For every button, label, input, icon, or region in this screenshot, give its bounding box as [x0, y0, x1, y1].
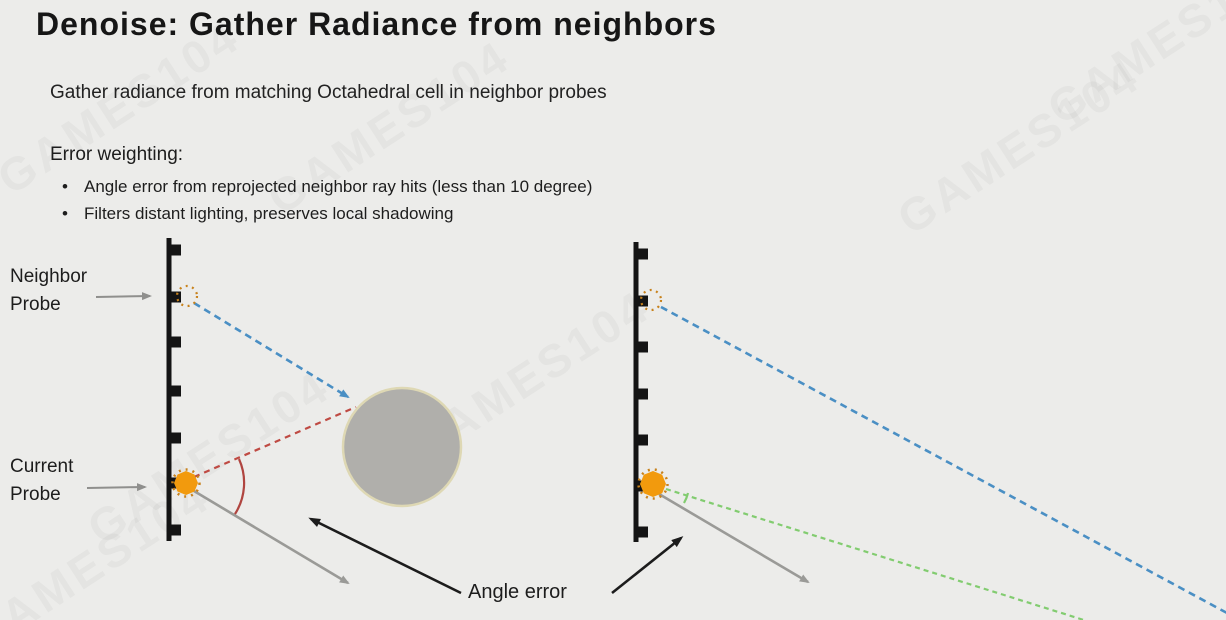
current-probe-label-line2: Probe [10, 484, 61, 505]
subtitle: Gather radiance from matching Octahedral… [50, 82, 607, 103]
current-probe-label-line1: Current [10, 456, 74, 477]
angle-error-label: Angle error [468, 581, 567, 603]
neighbor-probe-label-line1: Neighbor [10, 266, 88, 287]
bullet-icon: • [62, 177, 68, 196]
angle-error-arrow-right [611, 536, 684, 595]
bullet-item: • Angle error from reprojected neighbor … [62, 173, 592, 200]
reprojected-ray-green [665, 487, 1088, 620]
left-diagram [86, 238, 463, 585]
neighbor-ray-blue [193, 301, 350, 399]
page-title: Denoise: Gather Radiance from neighbors [36, 6, 717, 42]
current-probe-pointer-arrow [86, 483, 147, 492]
neighbor-probe-label: Neighbor Probe [10, 263, 87, 319]
occluder-sphere [341, 386, 463, 508]
angle-error-arrow-left [308, 517, 462, 595]
neighbor-ray-blue-distant [660, 305, 1226, 614]
current-ray-gray-right [658, 492, 810, 584]
error-weighting-heading: Error weighting: [50, 144, 184, 165]
bullet-text: Angle error from reprojected neighbor ra… [84, 177, 593, 196]
angle-error-arc-left [234, 458, 246, 515]
current-probe-icon-right [637, 468, 669, 500]
neighbor-probe-label-line2: Probe [10, 294, 61, 315]
neighbor-probe-icon [175, 284, 199, 308]
neighbor-probe-icon-right [639, 288, 663, 312]
bullet-text: Filters distant lighting, preserves loca… [84, 204, 454, 223]
right-diagram [633, 242, 1226, 620]
current-probe-icon [171, 468, 201, 498]
error-weighting-block: Error weighting: • Angle error from repr… [50, 144, 592, 227]
neighbor-probe-pointer-arrow [95, 292, 152, 301]
angle-error-arc-right [683, 492, 690, 504]
current-ray-gray [193, 489, 350, 585]
bullet-item: • Filters distant lighting, preserves lo… [62, 200, 592, 227]
current-probe-label: Current Probe [10, 453, 73, 509]
reprojected-ray-red [193, 405, 357, 479]
bullet-icon: • [62, 204, 68, 223]
